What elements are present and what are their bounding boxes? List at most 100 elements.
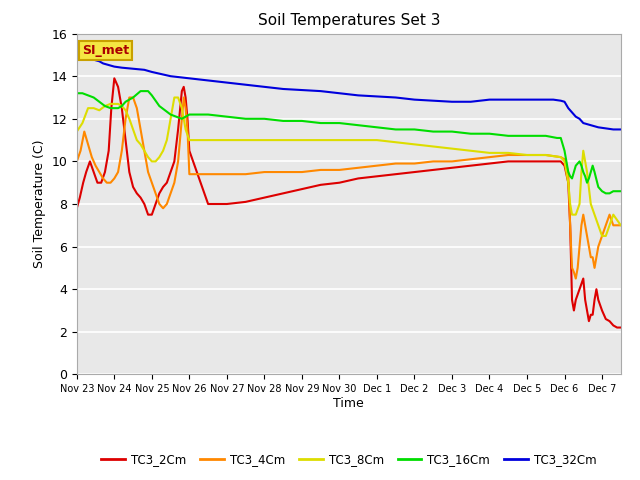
TC3_8Cm	[617, 222, 625, 228]
TC3_2Cm	[617, 324, 625, 330]
TC3_32Cm	[411, 97, 419, 103]
TC3_2Cm	[613, 324, 621, 330]
TC3_32Cm	[141, 67, 148, 72]
TC3_4Cm	[579, 212, 587, 217]
TC3_16Cm	[448, 129, 456, 134]
Line: TC3_2Cm: TC3_2Cm	[77, 78, 621, 327]
TC3_4Cm	[542, 152, 550, 158]
TC3_32Cm	[186, 75, 193, 81]
TC3_32Cm	[99, 60, 107, 66]
TC3_32Cm	[576, 116, 584, 121]
TC3_32Cm	[118, 65, 125, 71]
TC3_32Cm	[355, 93, 362, 98]
TC3_32Cm	[129, 66, 137, 72]
TC3_4Cm	[125, 95, 133, 100]
TC3_32Cm	[317, 88, 324, 94]
Line: TC3_16Cm: TC3_16Cm	[77, 91, 621, 193]
Title: Soil Temperatures Set 3: Soil Temperatures Set 3	[257, 13, 440, 28]
TC3_32Cm	[602, 125, 610, 131]
TC3_8Cm	[572, 212, 580, 217]
TC3_16Cm	[223, 114, 230, 120]
TC3_32Cm	[148, 69, 156, 75]
TC3_32Cm	[103, 61, 111, 67]
TC3_4Cm	[504, 152, 512, 158]
TC3_8Cm	[73, 129, 81, 134]
TC3_32Cm	[595, 124, 602, 130]
TC3_32Cm	[298, 87, 306, 93]
TC3_32Cm	[579, 120, 587, 126]
TC3_2Cm	[97, 180, 105, 186]
TC3_32Cm	[77, 53, 84, 59]
TC3_8Cm	[144, 154, 152, 160]
TC3_32Cm	[557, 98, 564, 104]
TC3_32Cm	[523, 97, 531, 103]
TC3_32Cm	[279, 86, 287, 92]
Line: TC3_32Cm: TC3_32Cm	[77, 55, 621, 130]
TC3_32Cm	[429, 98, 437, 104]
TC3_32Cm	[373, 94, 381, 99]
TC3_8Cm	[101, 103, 109, 109]
TC3_8Cm	[598, 233, 606, 239]
TC3_32Cm	[223, 80, 230, 85]
TC3_4Cm	[73, 158, 81, 164]
TC3_2Cm	[317, 182, 324, 188]
TC3_8Cm	[242, 137, 250, 143]
TC3_8Cm	[170, 95, 178, 100]
TC3_4Cm	[617, 222, 625, 228]
Line: TC3_4Cm: TC3_4Cm	[77, 97, 621, 278]
TC3_32Cm	[111, 64, 118, 70]
TC3_16Cm	[609, 188, 617, 194]
TC3_16Cm	[602, 191, 610, 196]
TC3_32Cm	[561, 99, 568, 105]
TC3_16Cm	[617, 188, 625, 194]
TC3_2Cm	[170, 158, 178, 164]
TC3_16Cm	[137, 88, 145, 94]
TC3_32Cm	[448, 99, 456, 105]
TC3_32Cm	[564, 105, 572, 111]
TC3_32Cm	[609, 127, 617, 132]
Y-axis label: Soil Temperature (C): Soil Temperature (C)	[33, 140, 45, 268]
TC3_32Cm	[572, 114, 580, 120]
TC3_32Cm	[73, 52, 81, 58]
Legend: TC3_2Cm, TC3_4Cm, TC3_8Cm, TC3_16Cm, TC3_32Cm: TC3_2Cm, TC3_4Cm, TC3_8Cm, TC3_16Cm, TC3…	[97, 448, 601, 471]
Text: SI_met: SI_met	[82, 44, 129, 57]
TC3_16Cm	[568, 176, 576, 181]
TC3_32Cm	[617, 127, 625, 132]
TC3_4Cm	[572, 276, 580, 281]
TC3_32Cm	[335, 90, 343, 96]
TC3_8Cm	[159, 148, 167, 154]
TC3_32Cm	[95, 59, 103, 64]
TC3_32Cm	[568, 109, 576, 115]
TC3_32Cm	[204, 78, 212, 84]
TC3_32Cm	[84, 55, 92, 61]
TC3_32Cm	[88, 56, 95, 62]
TC3_2Cm	[523, 158, 531, 164]
X-axis label: Time: Time	[333, 397, 364, 410]
TC3_4Cm	[174, 158, 182, 164]
TC3_32Cm	[392, 95, 399, 100]
TC3_16Cm	[411, 127, 419, 132]
TC3_32Cm	[542, 97, 550, 103]
TC3_32Cm	[534, 97, 542, 103]
TC3_2Cm	[486, 161, 493, 167]
TC3_2Cm	[579, 276, 587, 281]
TC3_32Cm	[260, 84, 268, 90]
TC3_32Cm	[167, 73, 175, 79]
TC3_32Cm	[242, 82, 250, 87]
TC3_32Cm	[587, 122, 595, 128]
TC3_32Cm	[504, 97, 512, 103]
TC3_4Cm	[99, 176, 107, 181]
TC3_2Cm	[111, 75, 118, 81]
TC3_32Cm	[92, 57, 99, 63]
TC3_2Cm	[73, 205, 81, 211]
TC3_32Cm	[467, 99, 475, 105]
TC3_16Cm	[186, 112, 193, 118]
Line: TC3_8Cm: TC3_8Cm	[77, 97, 621, 236]
TC3_32Cm	[107, 63, 115, 69]
TC3_32Cm	[486, 97, 493, 103]
TC3_16Cm	[73, 90, 81, 96]
TC3_32Cm	[81, 54, 88, 60]
TC3_8Cm	[223, 137, 230, 143]
TC3_4Cm	[335, 167, 343, 173]
TC3_32Cm	[549, 97, 557, 103]
